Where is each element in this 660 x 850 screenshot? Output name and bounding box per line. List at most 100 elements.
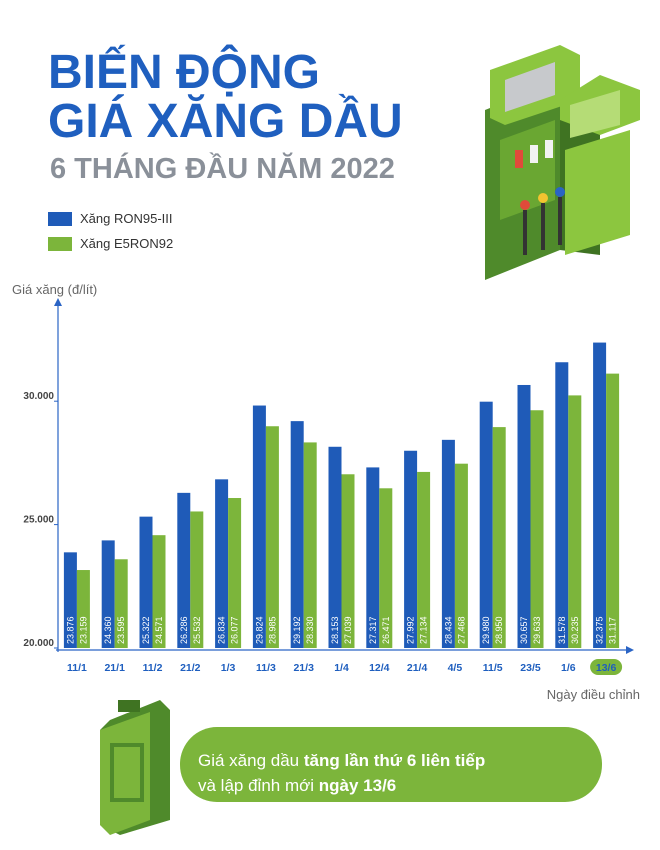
y-tick-label: 20.000 bbox=[23, 638, 54, 649]
x-tick-label: 11/1 bbox=[67, 662, 87, 674]
value-label: 27.317 bbox=[368, 616, 378, 644]
bar bbox=[404, 450, 418, 648]
bar bbox=[555, 362, 569, 648]
highlight-pill bbox=[590, 659, 623, 675]
bar bbox=[454, 463, 468, 648]
pump-illustration bbox=[485, 45, 640, 280]
bar bbox=[517, 384, 531, 648]
legend-label: Xăng E5RON92 bbox=[80, 236, 173, 251]
x-tick-label: 21/3 bbox=[293, 662, 314, 674]
x-tick-label: 1/6 bbox=[561, 662, 576, 674]
bar bbox=[101, 540, 115, 648]
bar bbox=[114, 559, 128, 648]
x-tick-label: 23/5 bbox=[520, 662, 541, 674]
note-run: và lập đỉnh mới bbox=[198, 776, 319, 795]
bar bbox=[290, 421, 304, 648]
y-tick-label: 25.000 bbox=[23, 515, 54, 526]
value-label: 27.468 bbox=[456, 616, 466, 644]
value-label: 26.286 bbox=[179, 616, 189, 644]
bar bbox=[479, 401, 493, 648]
value-label: 28.950 bbox=[494, 616, 504, 644]
legend-swatch bbox=[48, 237, 72, 251]
value-label: 27.134 bbox=[419, 616, 429, 644]
jerrycan-illustration bbox=[100, 700, 170, 835]
bar bbox=[606, 373, 620, 648]
bar bbox=[228, 498, 242, 648]
value-label: 28.153 bbox=[330, 616, 340, 644]
subtitle: 6 THÁNG ĐẦU NĂM 2022 bbox=[50, 151, 395, 185]
bar bbox=[568, 395, 582, 648]
x-tick-label: 11/5 bbox=[483, 662, 503, 674]
x-tick-label: 12/4 bbox=[369, 662, 390, 674]
bar bbox=[215, 479, 229, 648]
value-label: 23.876 bbox=[65, 616, 75, 644]
value-label: 29.980 bbox=[481, 616, 491, 644]
value-label: 27.992 bbox=[406, 616, 416, 644]
note-run: tăng lần thứ 6 liên tiếp bbox=[304, 751, 485, 770]
value-label: 25.532 bbox=[192, 616, 202, 644]
y-tick-label: 30.000 bbox=[23, 391, 54, 402]
y-axis-arrow bbox=[54, 298, 62, 306]
bar bbox=[252, 405, 266, 648]
x-tick-label: 1/4 bbox=[334, 662, 349, 674]
value-label: 29.824 bbox=[254, 616, 264, 644]
bar bbox=[366, 467, 380, 648]
value-label: 24.571 bbox=[154, 616, 164, 644]
x-tick-label: 13/6 bbox=[596, 662, 617, 674]
value-label: 24.360 bbox=[103, 616, 113, 644]
value-label: 30.235 bbox=[570, 616, 580, 644]
bar bbox=[530, 410, 544, 648]
title-line: BIẾN ĐỘNG bbox=[48, 44, 320, 99]
x-axis-label: Ngày điều chỉnh bbox=[547, 687, 640, 702]
note-run: Giá xăng dầu bbox=[198, 751, 304, 770]
bar bbox=[152, 535, 166, 648]
title-line: GIÁ XĂNG DẦU bbox=[48, 94, 403, 148]
note-line: Giá xăng dầu tăng lần thứ 6 liên tiếp bbox=[198, 751, 485, 770]
value-label: 26.834 bbox=[217, 616, 227, 644]
value-label: 26.077 bbox=[230, 616, 240, 644]
note-box bbox=[180, 727, 602, 802]
legend-label: Xăng RON95-III bbox=[80, 211, 173, 226]
legend-swatch bbox=[48, 212, 72, 226]
x-tick-label: 21/2 bbox=[180, 662, 201, 674]
bar bbox=[341, 474, 355, 648]
value-label: 23.595 bbox=[116, 616, 126, 644]
bar bbox=[303, 442, 317, 648]
x-tick-label: 21/4 bbox=[407, 662, 428, 674]
bar bbox=[328, 446, 342, 648]
x-tick-label: 1/3 bbox=[221, 662, 236, 674]
value-label: 29.192 bbox=[292, 616, 302, 644]
value-label: 30.657 bbox=[519, 616, 529, 644]
x-tick-label: 11/3 bbox=[256, 662, 276, 674]
x-tick-label: 11/2 bbox=[143, 662, 163, 674]
value-label: 26.471 bbox=[381, 616, 391, 644]
value-label: 28.434 bbox=[443, 616, 453, 644]
bar bbox=[265, 426, 279, 648]
bar bbox=[139, 516, 153, 648]
bar bbox=[417, 471, 431, 648]
note-run: ngày 13/6 bbox=[319, 776, 397, 795]
value-label: 31.117 bbox=[608, 617, 618, 644]
value-label: 31.578 bbox=[557, 616, 567, 644]
bar bbox=[441, 439, 455, 648]
bar bbox=[76, 570, 90, 648]
y-axis-label: Giá xăng (đ/lít) bbox=[12, 282, 97, 297]
bar bbox=[177, 492, 191, 648]
x-tick-label: 4/5 bbox=[448, 662, 463, 674]
value-label: 25.322 bbox=[141, 616, 151, 644]
value-label: 29.633 bbox=[532, 616, 542, 644]
note-line: và lập đỉnh mới ngày 13/6 bbox=[198, 776, 396, 795]
bar bbox=[593, 342, 607, 648]
value-label: 28.330 bbox=[305, 616, 315, 644]
value-label: 28.985 bbox=[267, 616, 277, 644]
value-label: 27.039 bbox=[343, 616, 353, 644]
x-axis-arrow bbox=[626, 646, 634, 654]
x-tick-label: 21/1 bbox=[104, 662, 125, 674]
value-label: 32.375 bbox=[595, 616, 605, 644]
bar bbox=[63, 552, 77, 648]
bar bbox=[379, 488, 393, 648]
bar bbox=[190, 511, 204, 648]
bar bbox=[492, 427, 506, 648]
value-label: 23.159 bbox=[78, 616, 88, 644]
